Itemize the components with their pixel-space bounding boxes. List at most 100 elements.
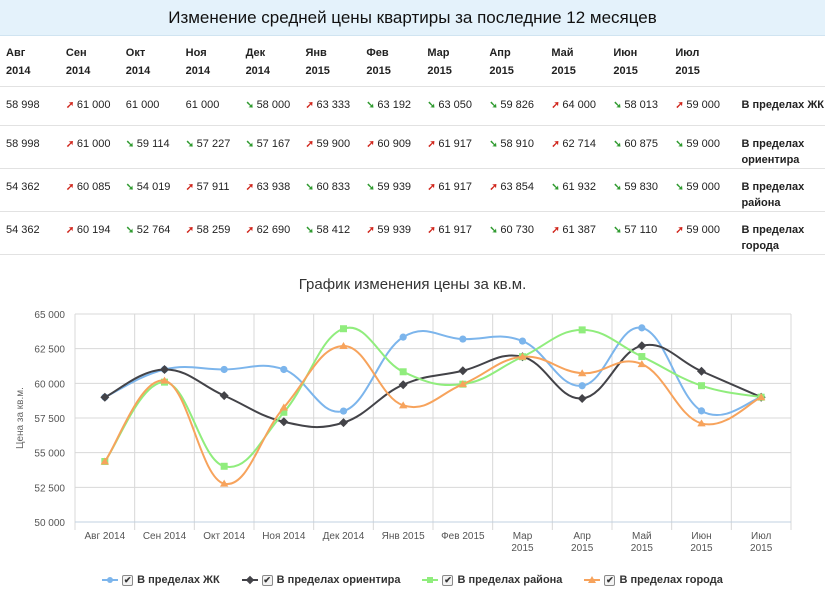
- data-point: [220, 365, 228, 374]
- arrow-up-icon: ➚: [65, 100, 75, 111]
- legend-checkbox[interactable]: ✔: [442, 574, 454, 586]
- column-year: 2015: [551, 65, 576, 77]
- arrow-down-icon: ➘: [185, 139, 195, 150]
- y-tick-label: 52 500: [34, 483, 65, 494]
- price-value: 61 387: [562, 224, 597, 236]
- legend-label: В пределах города: [619, 574, 723, 586]
- price-value: 54 362: [6, 181, 40, 193]
- price-value: 59 000: [686, 224, 721, 236]
- price-value: 62 714: [562, 138, 597, 150]
- price-cell: ➘ 63 192: [360, 86, 422, 126]
- data-point: [399, 333, 407, 341]
- column-month: Дек: [245, 47, 266, 59]
- data-point: [398, 380, 408, 390]
- y-axis: 50 000 52 500 55 000 57 500 60 000 62 500 65 0…: [34, 310, 65, 529]
- price-cell: ➚ 62 714: [545, 125, 608, 169]
- x-tick-label: Дек 2014: [323, 531, 365, 542]
- x-tick-label-line: Сен 2014: [143, 531, 187, 542]
- price-cell: ➚ 60 194: [59, 211, 120, 255]
- price-value: 54 362: [6, 224, 40, 236]
- x-tick-label-line: Янв 2015: [382, 531, 426, 542]
- legend-series-marker: [422, 575, 439, 585]
- data-point: [698, 382, 705, 390]
- column-month: Ноя: [185, 47, 207, 59]
- legend-checkbox[interactable]: ✔: [261, 574, 273, 586]
- data-point: [339, 342, 348, 350]
- x-tick-label-line: Апр: [573, 531, 591, 542]
- region-label: В пределах района: [733, 168, 825, 212]
- column-month: Фев: [366, 47, 389, 59]
- x-tick-label-line: Ноя 2014: [262, 531, 306, 542]
- legend-series-marker: [102, 575, 119, 585]
- price-cell: ➚ 61 000: [59, 125, 120, 169]
- table-row: 54 362 ➚ 60 194 ➘ 52 764 ➚ 58 259 ➚ 62 690 ➘ 58 41…: [0, 211, 825, 255]
- price-cell: ➘ 58 412: [299, 211, 361, 255]
- price-cell: 61 000: [119, 86, 180, 126]
- arrow-up-icon: ➚: [65, 139, 75, 150]
- x-tick-label: Мар 2015: [511, 531, 534, 554]
- arrow-up-icon: ➚: [245, 182, 254, 193]
- column-header: Фев 2015: [360, 40, 422, 87]
- price-value: 62 690: [256, 224, 291, 236]
- arrow-down-icon: ➘: [489, 139, 498, 150]
- x-tick-label-line: Авг 2014: [85, 531, 126, 542]
- arrow-up-icon: ➚: [305, 100, 314, 111]
- legend-label: В пределах района: [457, 574, 563, 586]
- price-value: 58 259: [196, 224, 231, 236]
- column-header: Ноя 2014: [179, 40, 240, 87]
- column-month: Июл: [675, 47, 700, 59]
- arrow-down-icon: ➘: [613, 225, 622, 236]
- price-cell: ➘ 52 764: [119, 211, 180, 255]
- column-header: Апр 2015: [483, 40, 546, 87]
- chart-title: График изменения цены за кв.м.: [298, 276, 527, 293]
- column-year: 2014: [185, 65, 211, 77]
- price-value: 60 085: [76, 181, 111, 193]
- price-cell: ➚ 59 939: [360, 211, 422, 255]
- x-tick-label: Ноя 2014: [262, 531, 306, 542]
- series-lines: [100, 324, 766, 487]
- data-point: [219, 479, 229, 487]
- data-point: [398, 401, 408, 409]
- column-year: 2015: [366, 65, 391, 77]
- page-header: Изменение средней цены квартиры за после…: [0, 0, 825, 36]
- data-point: [279, 403, 289, 411]
- price-cell: ➘ 63 050: [421, 86, 484, 126]
- arrow-up-icon: ➚: [675, 100, 684, 111]
- legend-item[interactable]: ✔ В пределах района: [422, 574, 562, 586]
- x-tick-label-line: 2015: [511, 543, 534, 554]
- price-cell: ➚ 63 938: [239, 168, 300, 212]
- arrow-up-icon: ➚: [675, 225, 684, 236]
- price-cell: ➚ 62 690: [239, 211, 300, 255]
- arrow-up-icon: ➚: [427, 225, 436, 236]
- arrow-down-icon: ➘: [366, 100, 375, 111]
- column-header: Сен 2014: [59, 40, 120, 87]
- column-header: Авг 2014: [0, 40, 60, 87]
- column-month: Апр: [489, 47, 511, 59]
- legend-item[interactable]: ✔ В пределах города: [584, 574, 723, 586]
- arrow-down-icon: ➘: [245, 139, 254, 150]
- price-cell: 58 998: [0, 125, 60, 169]
- column-month: Янв: [305, 47, 327, 59]
- data-point: [637, 360, 647, 368]
- price-cell: ➘ 60 730: [483, 211, 546, 255]
- price-cell: ➚ 61 917: [421, 168, 484, 212]
- price-cell: ➘ 57 227: [179, 125, 240, 169]
- legend-label: В пределах ориентира: [276, 574, 401, 586]
- column-header: Янв 2015: [299, 40, 361, 87]
- price-value: 60 875: [624, 138, 659, 150]
- price-value: 61 000: [125, 99, 160, 111]
- legend-checkbox[interactable]: ✔: [604, 574, 616, 586]
- legend-checkbox[interactable]: ✔: [122, 574, 134, 586]
- price-cell: ➘ 59 000: [669, 168, 734, 212]
- data-point: [518, 337, 527, 345]
- column-year: 2015: [427, 65, 452, 77]
- x-tick-label: Авг 2014: [85, 531, 126, 542]
- data-point: [279, 417, 289, 427]
- legend-item[interactable]: ✔ В пределах ориентира: [241, 574, 401, 586]
- legend-item[interactable]: ✔ В пределах ЖК: [102, 574, 220, 586]
- region-label: В пределах города: [733, 211, 825, 255]
- price-value: 63 192: [377, 99, 412, 111]
- x-tick-label-line: Июн: [691, 531, 711, 542]
- arrow-up-icon: ➚: [65, 225, 75, 236]
- data-point: [756, 393, 766, 401]
